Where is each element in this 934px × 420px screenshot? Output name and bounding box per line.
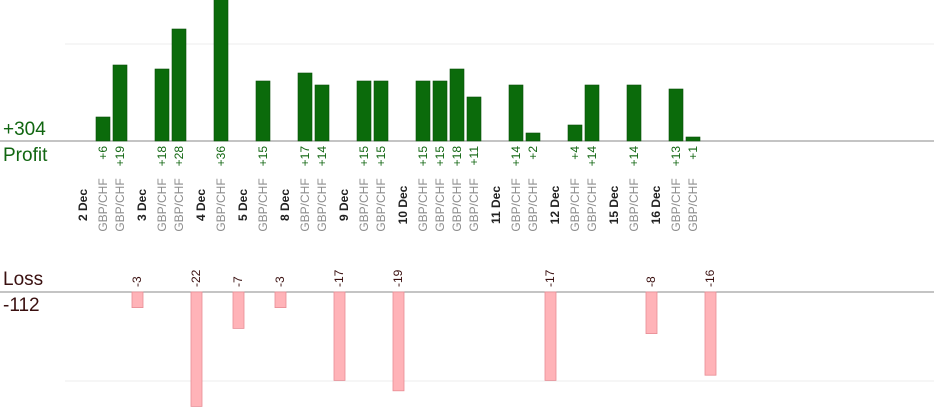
pair-label: GBP/CHF (172, 178, 186, 231)
profit-value-label: +14 (585, 146, 599, 167)
profit-bar (432, 80, 448, 142)
profit-bar (213, 0, 229, 142)
date-label: 10 Dec (396, 185, 410, 224)
loss-bar (190, 291, 203, 407)
pair-label: GBP/CHF (315, 178, 329, 231)
pair-label: GBP/CHF (113, 178, 127, 231)
pair-label: GBP/CHF (686, 178, 700, 231)
loss-bar (704, 291, 717, 376)
date-label: 8 Dec (278, 189, 292, 221)
date-label: 11 Dec (489, 186, 503, 224)
date-label: 3 Dec (135, 189, 149, 221)
loss-value-label: -16 (703, 269, 717, 287)
profit-bar (154, 68, 170, 142)
pair-label: GBP/CHF (96, 178, 110, 231)
profit-value-label: +4 (568, 146, 582, 160)
profit-value-label: +17 (298, 146, 312, 167)
loss-value-label: -17 (332, 269, 346, 287)
profit-total: +304 (3, 119, 46, 140)
pair-label: GBP/CHF (467, 178, 481, 231)
date-label: 4 Dec (194, 189, 208, 221)
loss-total: -112 (3, 295, 40, 316)
date-label: 5 Dec (236, 189, 250, 221)
pair-label: GBP/CHF (155, 178, 169, 231)
profit-value-label: +18 (155, 146, 169, 167)
pair-label: GBP/CHF (298, 178, 312, 231)
profit-value-label: +6 (96, 146, 110, 160)
profit-bar (415, 80, 431, 142)
pair-label: GBP/CHF (416, 178, 430, 231)
pair-label: GBP/CHF (256, 178, 270, 231)
loss-bar (392, 291, 405, 392)
loss-bar (333, 291, 346, 381)
profit-value-label: +15 (416, 146, 430, 167)
profit-value-label: +14 (509, 146, 523, 167)
loss-bar (274, 291, 287, 309)
pair-label: GBP/CHF (585, 178, 599, 231)
profit-bar (356, 80, 372, 142)
profit-value-label: +28 (172, 146, 186, 167)
profit-value-label: +36 (214, 146, 228, 167)
profit-value-label: +1 (686, 146, 700, 160)
profit-label: Profit (3, 145, 48, 166)
loss-bar (645, 291, 658, 334)
loss-value-label: -3 (130, 276, 144, 287)
profit-bar (567, 124, 583, 142)
profit-bar (255, 80, 271, 142)
loss-value-label: -17 (543, 269, 557, 287)
profit-value-label: +15 (374, 146, 388, 167)
date-label: 9 Dec (337, 189, 351, 221)
profit-value-label: +15 (357, 146, 371, 167)
pair-label: GBP/CHF (214, 178, 228, 231)
profit-value-label: +13 (669, 146, 683, 167)
loss-value-label: -19 (391, 269, 405, 287)
profit-bar (297, 72, 313, 142)
loss-label: Loss (3, 269, 44, 290)
profit-value-label: +18 (450, 146, 464, 167)
pair-label: GBP/CHF (374, 178, 388, 231)
loss-value-label: -8 (644, 276, 658, 287)
loss-value-label: -7 (231, 276, 245, 287)
pair-label: GBP/CHF (357, 178, 371, 231)
loss-bar (544, 291, 557, 381)
pair-label: GBP/CHF (669, 178, 683, 231)
pair-label: GBP/CHF (627, 178, 641, 231)
date-label: 15 Dec (607, 185, 621, 224)
pair-label: GBP/CHF (526, 178, 540, 231)
profit-bar (373, 80, 389, 142)
profit-bar (668, 88, 684, 142)
profit-bar (112, 64, 128, 142)
profit-value-label: +14 (315, 146, 329, 167)
date-label: 12 Dec (548, 185, 562, 224)
profit-value-label: +15 (256, 146, 270, 167)
pair-label: GBP/CHF (433, 178, 447, 231)
profit-bar (171, 28, 187, 142)
date-label: 16 Dec (649, 185, 663, 224)
loss-value-label: -22 (189, 269, 203, 287)
profit-bar (508, 84, 524, 142)
pair-label: GBP/CHF (509, 178, 523, 231)
profit-bar (466, 96, 482, 142)
profit-value-label: +19 (113, 146, 127, 167)
profit-value-label: +14 (627, 146, 641, 167)
profit-value-label: +2 (526, 146, 540, 160)
profit-bar (95, 116, 111, 142)
pair-label: GBP/CHF (568, 178, 582, 231)
profit-value-label: +11 (467, 146, 481, 166)
profit-bar (584, 84, 600, 142)
profit-value-label: +15 (433, 146, 447, 167)
loss-value-label: -3 (273, 276, 287, 287)
loss-bar (131, 291, 144, 309)
date-label: 2 Dec (76, 189, 90, 221)
profit-bar (685, 136, 701, 142)
pair-label: GBP/CHF (450, 178, 464, 231)
profit-bar (449, 68, 465, 142)
profit-bar (626, 84, 642, 142)
loss-bar (232, 291, 245, 329)
profit-bar (525, 132, 541, 142)
profit-bar (314, 84, 330, 142)
